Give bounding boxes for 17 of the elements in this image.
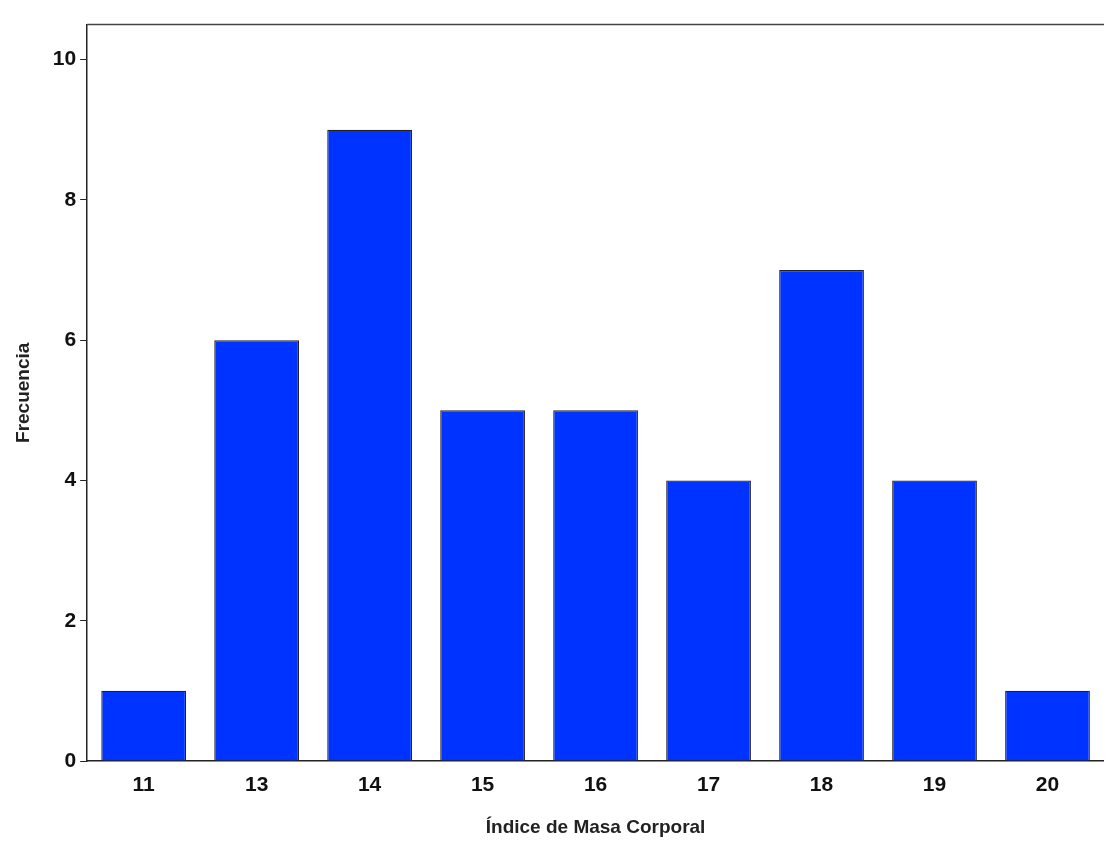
x-tick-label: 14: [357, 772, 382, 796]
y-tick-label: 10: [52, 46, 77, 70]
y-axis-title: Frecuencia: [11, 342, 33, 443]
y-tick-label: 0: [64, 747, 77, 771]
x-tick-label: 19: [922, 772, 947, 796]
y-tick-label: 6: [64, 327, 77, 350]
x-tick-label: 15: [470, 772, 495, 796]
x-tick-label: 16: [583, 772, 608, 796]
y-tick-label: 8: [64, 186, 77, 210]
x-tick-label: 20: [1035, 772, 1060, 796]
y-tick-label: 4: [64, 467, 77, 491]
x-tick-label: 18: [809, 772, 834, 796]
x-axis-title: Índice de Masa Corporal: [485, 815, 706, 837]
x-tick-label: 11: [132, 772, 156, 796]
y-tick-label: 2: [64, 607, 77, 631]
x-tick-label: 13: [244, 772, 269, 796]
x-tick-label: 17: [696, 772, 721, 796]
